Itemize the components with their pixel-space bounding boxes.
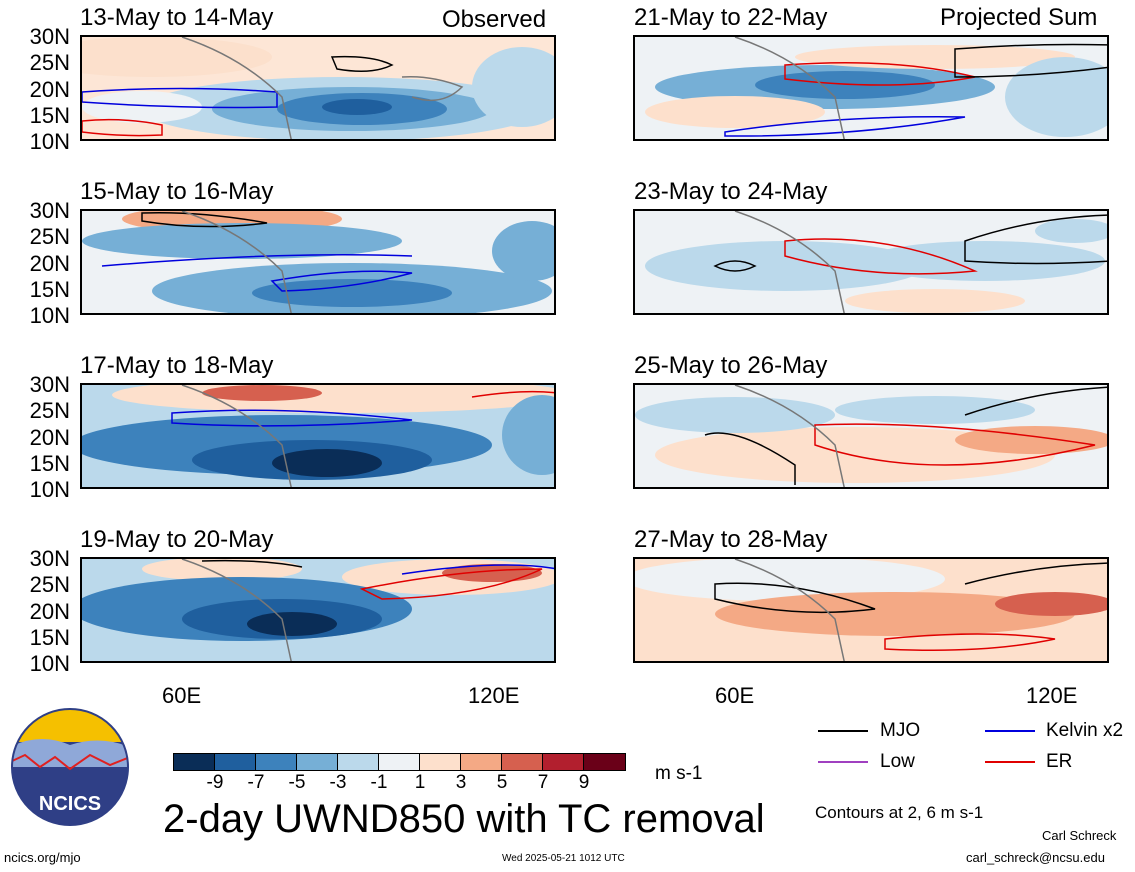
ncics-logo: NCICS xyxy=(10,707,130,827)
panel-title-4: 19-May to 20-May xyxy=(80,526,274,553)
colorbar-label: -9 xyxy=(206,772,224,793)
legend-label-kelvin: Kelvin x2 xyxy=(1046,720,1124,741)
wind-field xyxy=(82,37,554,139)
lat-label: 30N xyxy=(29,198,70,223)
wind-field xyxy=(635,559,1107,661)
lat-label: 15N xyxy=(29,277,70,302)
wind-field xyxy=(82,559,554,661)
wind-field xyxy=(82,385,554,487)
wind-field xyxy=(635,37,1107,139)
map-panel-19-20-may xyxy=(80,557,556,663)
colorbar-swatch xyxy=(256,753,297,771)
map-panel-15-16-may xyxy=(80,209,556,315)
main-title: 2-day UWND850 with TC removal xyxy=(163,797,765,841)
colorbar-label: -1 xyxy=(370,772,388,793)
legend-label-er: ER xyxy=(1046,751,1073,772)
legend-label-mjo: MJO xyxy=(880,720,921,741)
legend-swatch-low xyxy=(818,761,868,763)
panel-title-1: 13-May to 14-May xyxy=(80,4,274,31)
lon-label-right-120e: 120E xyxy=(1026,683,1078,708)
lat-label: 15N xyxy=(29,625,70,650)
colorbar-label: -3 xyxy=(329,772,347,793)
colorbar-swatch xyxy=(215,753,256,771)
lat-label: 15N xyxy=(29,103,70,128)
colorbar-swatch xyxy=(338,753,379,771)
colorbar-label: 3 xyxy=(455,772,467,793)
legend-label-low: Low xyxy=(880,751,915,772)
colorbar-label: 5 xyxy=(496,772,508,793)
lat-label: 30N xyxy=(29,372,70,397)
lat-label: 30N xyxy=(29,546,70,571)
lat-label: 20N xyxy=(29,599,70,624)
wind-field xyxy=(635,211,1107,313)
logo-text: NCICS xyxy=(39,793,101,815)
footer-timestamp: Wed 2025-05-21 1012 UTC xyxy=(502,853,625,864)
observed-header: Observed xyxy=(442,6,547,33)
colorbar-swatch xyxy=(461,753,502,771)
legend-swatch-kelvin xyxy=(985,730,1035,732)
lat-label: 25N xyxy=(29,398,70,423)
colorbar-swatch xyxy=(297,753,338,771)
panel-title-2: 15-May to 16-May xyxy=(80,178,274,205)
panel-title-5: 21-May to 22-May xyxy=(634,4,828,31)
projected-header: Projected Sum xyxy=(940,4,1098,31)
colorbar-swatch xyxy=(543,753,584,771)
lat-label: 20N xyxy=(29,251,70,276)
colorbar-label: -5 xyxy=(288,772,306,793)
map-panel-25-26-may xyxy=(633,383,1109,489)
lat-label: 15N xyxy=(29,451,70,476)
colorbar-swatch xyxy=(173,753,215,771)
lat-label: 10N xyxy=(29,651,70,676)
lat-label: 10N xyxy=(29,129,70,154)
footer-url: ncics.org/mjo xyxy=(4,850,81,865)
colorbar-units: m s-1 xyxy=(655,763,703,784)
panel-title-6: 23-May to 24-May xyxy=(634,178,828,205)
map-panel-13-14-may xyxy=(80,35,556,141)
wind-field xyxy=(82,211,554,313)
colorbar-swatch xyxy=(379,753,420,771)
map-panel-17-18-may xyxy=(80,383,556,489)
lat-label: 10N xyxy=(29,303,70,328)
lat-label: 25N xyxy=(29,50,70,75)
panel-title-8: 27-May to 28-May xyxy=(634,526,828,553)
colorbar-label: 7 xyxy=(537,772,549,793)
legend-swatch-er xyxy=(985,761,1035,763)
lat-label: 20N xyxy=(29,77,70,102)
contour-note: Contours at 2, 6 m s-1 xyxy=(815,803,984,822)
wind-field xyxy=(635,385,1107,487)
lon-label-right-60e: 60E xyxy=(715,683,755,708)
colorbar-label: 9 xyxy=(578,772,590,793)
colorbar-swatch xyxy=(584,753,626,771)
colorbar-swatch xyxy=(420,753,461,771)
colorbar-swatch xyxy=(502,753,543,771)
colorbar-label: 1 xyxy=(414,772,426,793)
colorbar-label: -7 xyxy=(247,772,265,793)
lat-label: 25N xyxy=(29,224,70,249)
lat-label: 30N xyxy=(29,24,70,49)
lon-label-left-60e: 60E xyxy=(162,683,202,708)
map-panel-21-22-may xyxy=(633,35,1109,141)
map-panel-27-28-may xyxy=(633,557,1109,663)
legend-swatch-mjo xyxy=(818,730,868,732)
lat-label: 25N xyxy=(29,572,70,597)
panel-title-7: 25-May to 26-May xyxy=(634,352,828,379)
lat-label: 20N xyxy=(29,425,70,450)
lat-label: 10N xyxy=(29,477,70,502)
panel-title-3: 17-May to 18-May xyxy=(80,352,274,379)
footer-author: Carl Schreck xyxy=(1042,828,1117,843)
lon-label-left-120e: 120E xyxy=(468,683,520,708)
map-panel-23-24-may xyxy=(633,209,1109,315)
footer-email: carl_schreck@ncsu.edu xyxy=(966,850,1105,865)
